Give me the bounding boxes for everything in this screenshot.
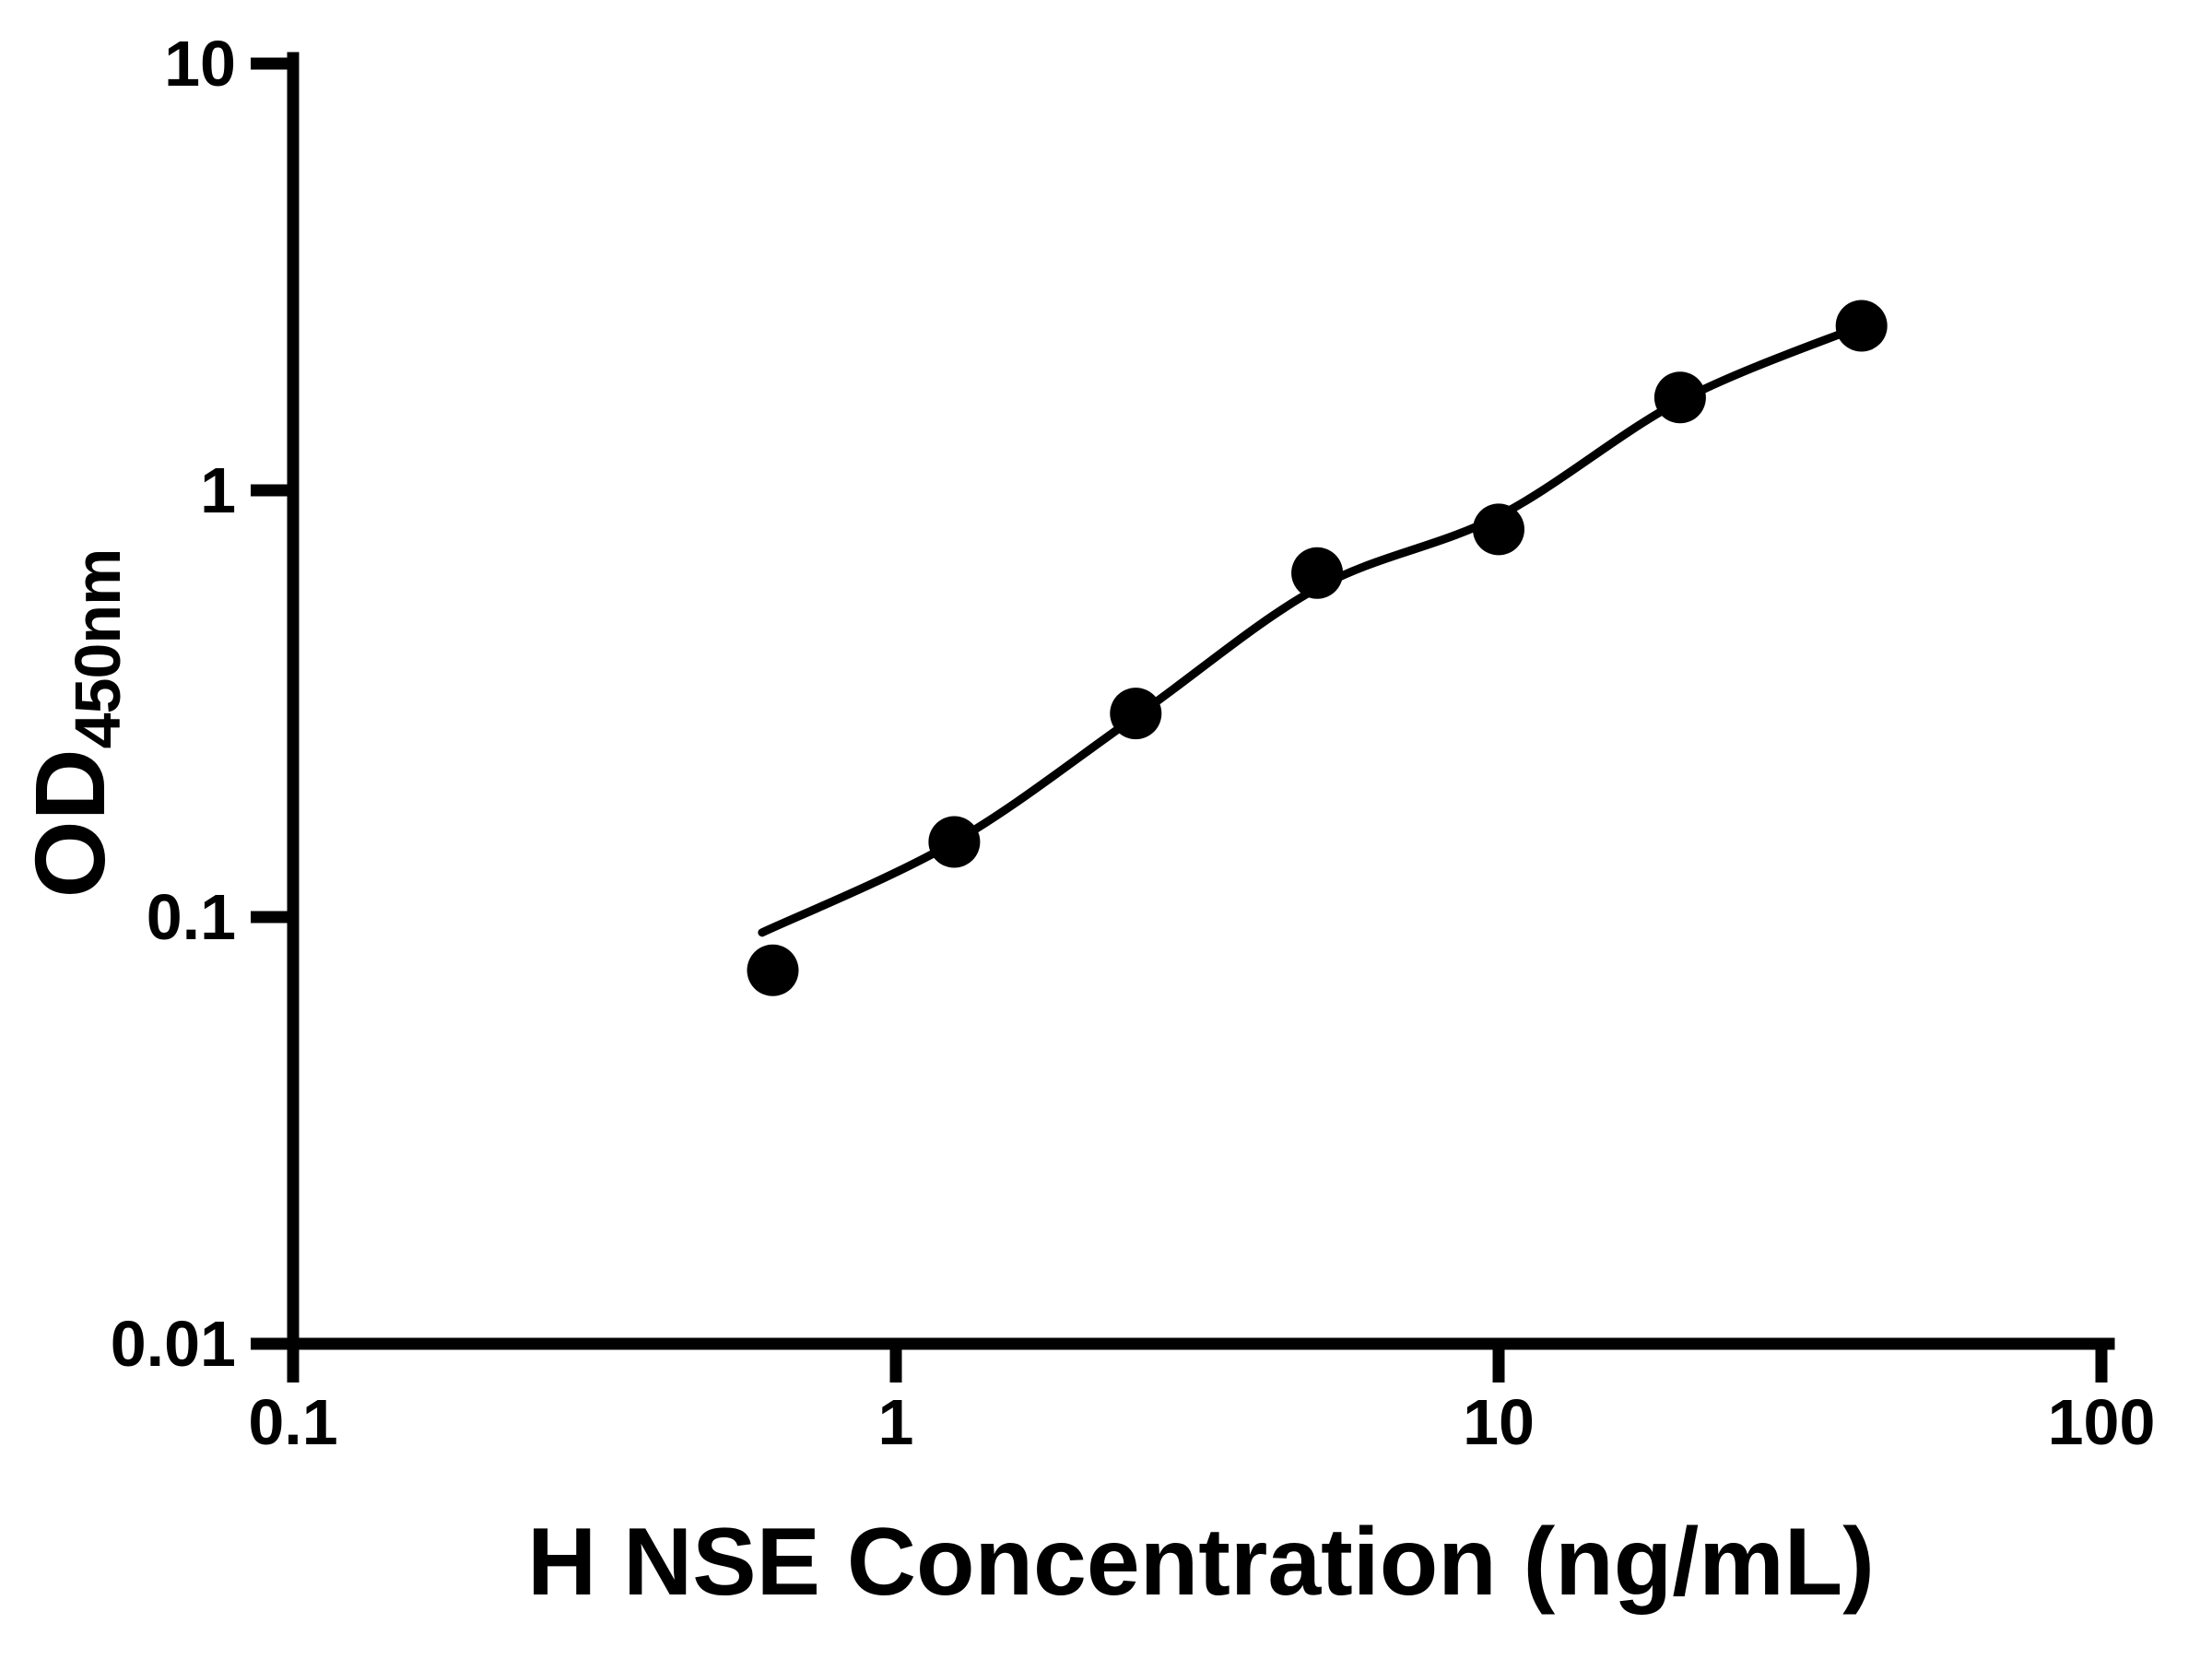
x-tick-label-10: 10 xyxy=(1463,1386,1535,1458)
y-tick-label-10: 10 xyxy=(164,28,236,100)
data-point-marker xyxy=(1653,371,1706,424)
y-axis-title-subscript: 450nm xyxy=(62,548,134,749)
data-point-marker xyxy=(928,816,981,868)
y-tick-label-0.01: 0.01 xyxy=(110,1308,236,1380)
x-tick-label-100: 100 xyxy=(2047,1386,2156,1458)
y-axis-title-main: OD xyxy=(14,748,125,899)
y-tick-label-0.1: 0.1 xyxy=(146,881,236,953)
x-axis-title: H NSE Concentration (ng/mL) xyxy=(527,1509,1875,1616)
y-axis-title: OD450nm xyxy=(13,447,134,1000)
data-point-marker xyxy=(1473,503,1524,556)
data-point-marker xyxy=(1835,300,1888,352)
y-tick-label-1: 1 xyxy=(200,454,236,526)
data-point-marker xyxy=(1110,688,1162,740)
data-point-marker xyxy=(1291,547,1344,599)
x-tick-label-1: 1 xyxy=(877,1386,914,1458)
data-point-marker xyxy=(747,944,799,996)
x-tick-label-0.1: 0.1 xyxy=(248,1386,338,1458)
